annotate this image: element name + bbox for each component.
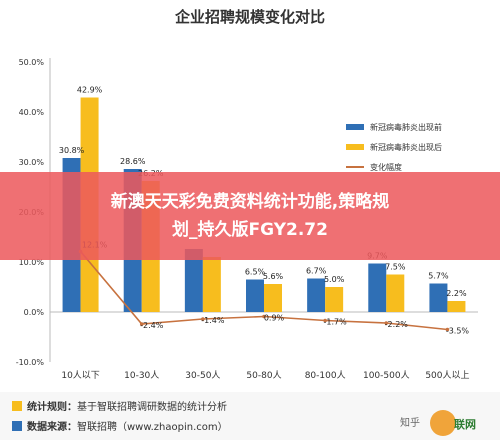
banner-line-1: 新澳天天彩免费资料统计功能,策略规 [110,192,390,212]
bar-after [202,257,221,312]
bar-after-label: 5.6% [263,272,284,281]
rule-square-icon [12,401,22,411]
bar-after-label: 42.9% [77,86,103,95]
bar-after [447,301,466,312]
change-point-label: -1.4% [201,316,225,325]
footer-rule: 统计规则：基于智联招聘调研数据的统计分析 [12,398,227,413]
bar-after [325,287,344,312]
rule-text: 基于智联招聘调研数据的统计分析 [77,402,227,413]
x-category-label: 10人以下 [61,370,99,381]
bar-after [264,284,282,312]
bar-after [386,274,405,312]
change-point-label: -1.7% [324,318,348,327]
change-point [445,327,450,332]
source-text: 智联招聘（www.zhaopin.com） [77,422,228,433]
bar-after-label: 2.2% [446,289,467,298]
y-tick-label: 0.0% [24,308,45,317]
y-tick-label: -10.0% [16,358,45,367]
y-tick-label: 40.0% [19,108,45,117]
banner-text: 新澳天天彩免费资料统计功能,策略规 划_持久版FGY2.72 [24,188,476,244]
bar-before [429,283,448,312]
legend-bar-swatch [346,124,364,130]
bar-before [184,249,203,312]
change-point-label: -2.4% [140,321,164,330]
legend-label: 新冠病毒肺炎出现前 [370,122,442,132]
watermark-text: 知乎 [400,418,420,429]
bar-after-label: 7.5% [385,263,406,272]
x-category-label: 100-500人 [363,370,410,381]
x-category-label: 50-80人 [246,370,281,381]
change-point [139,322,144,326]
bar-before-label: 6.7% [306,267,327,276]
bar-before [307,278,326,312]
bar-before-label: 30.8% [59,146,85,155]
change-point-label: -3.5% [446,327,470,336]
change-point [201,317,205,321]
legend-bar-swatch [346,144,364,150]
watermark-logo-icon [430,410,456,436]
bar-before [246,279,264,312]
x-category-label: 30-50人 [185,370,220,381]
source-square-icon [12,421,22,431]
source-label: 数据来源： [27,422,77,433]
x-category-label: 10-30人 [124,370,159,381]
x-category-label: 80-100人 [305,370,346,381]
x-category-label: 500人以上 [425,370,469,381]
bar-before-label: 6.5% [245,268,266,277]
y-tick-label: 30.0% [19,158,45,167]
change-point-label: 0.9% [264,314,285,323]
change-point [262,314,266,319]
bar-before-label: 28.6% [120,157,146,166]
change-point-label: -2.2% [385,320,409,329]
bar-before-label: 5.7% [428,272,449,281]
bar-after-label: 5.0% [324,275,345,284]
watermark-logo-text: 联网 [454,418,476,431]
change-point [323,318,327,323]
footer-source: 数据来源：智联招聘（www.zhaopin.com） [12,418,228,433]
overlay-banner: 新澳天天彩免费资料统计功能,策略规 划_持久版FGY2.72 [0,172,500,260]
rule-label: 统计规则： [27,402,77,413]
banner-line-2: 划_持久版FGY2.72 [172,220,328,240]
legend-label: 新冠病毒肺炎出现后 [370,142,442,152]
change-point [384,321,389,325]
legend-label: 变化幅度 [370,162,402,172]
y-tick-label: 10.0% [19,258,45,267]
bar-before [368,263,387,312]
chart-title: 企业招聘规模变化对比 [174,8,325,26]
y-tick-label: 50.0% [19,58,45,67]
footer: 统计规则：基于智联招聘调研数据的统计分析 数据来源：智联招聘（www.zhaop… [0,392,500,440]
